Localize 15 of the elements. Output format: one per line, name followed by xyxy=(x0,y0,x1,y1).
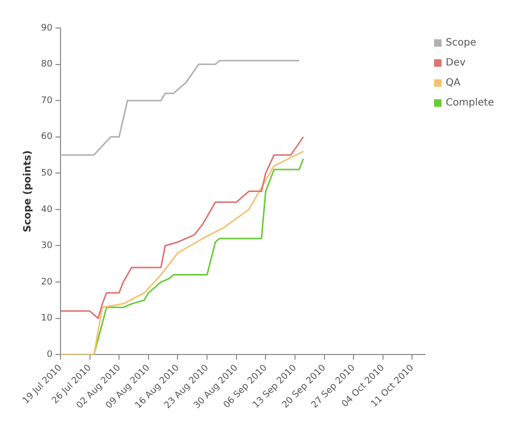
y-tick-label: 70 xyxy=(41,96,53,106)
y-tick-label: 20 xyxy=(41,277,53,288)
y-axis-title: Scope (points) xyxy=(22,150,34,232)
y-tick-label: 0 xyxy=(46,350,53,360)
legend-label: Scope xyxy=(446,38,476,49)
y-tick-label: 50 xyxy=(41,168,53,178)
y-tick-label: 90 xyxy=(41,23,53,34)
legend-label: QA xyxy=(446,78,461,89)
y-tick-label: 80 xyxy=(41,60,53,70)
y-tick-label: 40 xyxy=(41,204,53,215)
y-tick-label: 30 xyxy=(41,241,53,252)
y-tick-label: 60 xyxy=(41,132,53,142)
legend-label: Complete xyxy=(446,98,494,109)
legend-label: Dev xyxy=(446,58,466,69)
y-tick-label: 10 xyxy=(41,314,53,324)
